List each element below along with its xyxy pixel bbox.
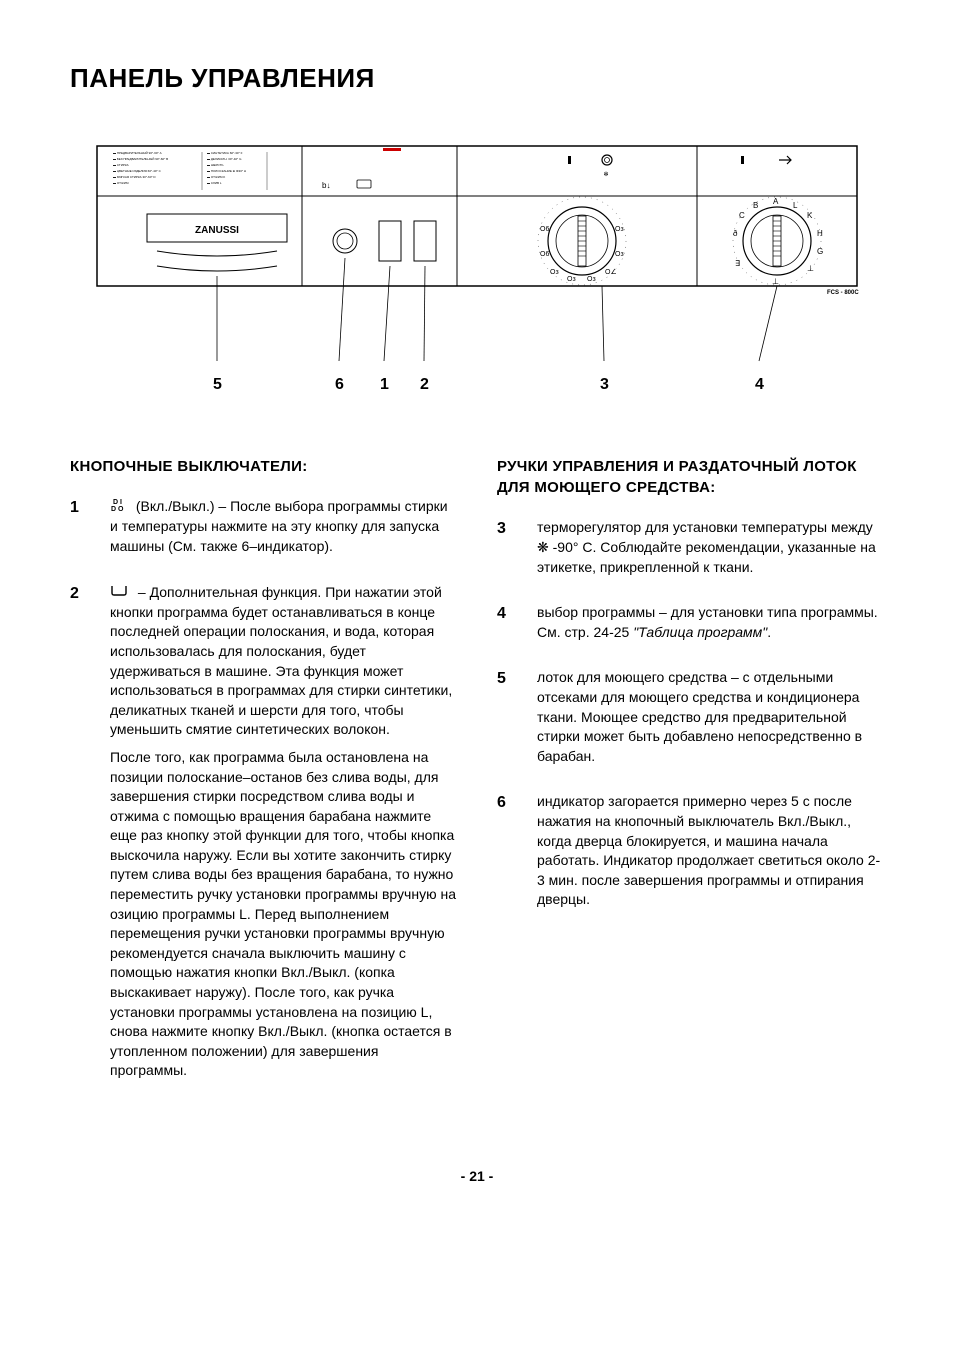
svg-text:∃: ∃ [735,259,740,268]
item-1: 1 D I D O (Вкл./Выкл.) – После выбора пр… [70,497,457,564]
callout-6: 6 [335,374,344,396]
rinse-hold-icon [110,583,128,603]
item-6: 6 индикатор загорается примерно через 5 … [497,792,884,918]
svg-text:Oз: Oз [615,251,624,258]
svg-text:O6: O6 [540,251,549,258]
svg-text:⊥: ⊥ [772,277,779,286]
item-6-text: индикатор загорается примерно через 5 с … [537,792,884,910]
svg-text:✻: ✻ [603,171,608,178]
item-3-text: терморегулятор для установки температуры… [537,518,884,577]
svg-text:Oз: Oз [550,269,559,276]
svg-text:▬ БЕЗ ПРЕДВАРИТЕЛЬНЫЙ 90°-60°: ▬ БЕЗ ПРЕДВАРИТЕЛЬНЫЙ 90°-60° B [113,157,168,161]
right-column: РУЧКИ УПРАВЛЕНИЯ И РАЗДАТОЧНЫЙ ЛОТОК ДЛЯ… [497,456,884,1107]
item-4-text: выбор программы – для установки типа про… [537,603,884,642]
item-num-4: 4 [497,603,537,650]
item-5-text: лоток для моющего средства – с отдельным… [537,668,884,766]
callout-4: 4 [755,374,764,396]
svg-text:L: L [793,201,798,210]
svg-text:▬ СЛИВ L: ▬ СЛИВ L [207,181,222,185]
right-heading: РУЧКИ УПРАВЛЕНИЯ И РАЗДАТОЧНЫЙ ЛОТОК ДЛЯ… [497,456,884,498]
svg-text:b↓: b↓ [322,181,330,190]
callout-2: 2 [420,374,429,396]
item-num-5: 5 [497,668,537,774]
svg-text:C: C [739,211,745,220]
item-num-2: 2 [70,583,110,1089]
power-icon: D I D O [110,498,126,518]
svg-text:A: A [773,197,779,206]
svg-text:D I: D I [113,499,122,506]
item-3: 3 терморегулятор для установки температу… [497,518,884,585]
page-title: ПАНЕЛЬ УПРАВЛЕНИЯ [70,60,884,96]
svg-text:H: H [817,229,823,238]
svg-text:Oз: Oз [567,276,576,283]
svg-text:Oз: Oз [587,276,596,283]
svg-text:▬ ДЕЛИКАТН. 30°-40° G: ▬ ДЕЛИКАТН. 30°-40° G [207,157,242,161]
callout-3: 3 [600,374,609,396]
svg-text:▬ ШЕРСТЬ: ▬ ШЕРСТЬ [207,163,223,167]
svg-text:D O: D O [111,506,124,512]
svg-text:O6: O6 [540,226,549,233]
left-heading: КНОПОЧНЫЕ ВЫКЛЮЧАТЕЛИ: [70,456,457,477]
svg-text:Oз: Oз [615,226,624,233]
item-num-1: 1 [70,497,110,564]
svg-text:▬ ОТЖИМ: ▬ ОТЖИМ [113,181,129,185]
svg-text:FCS - 800C: FCS - 800C [827,290,859,296]
svg-text:B: B [753,201,758,210]
svg-text:O∠: O∠ [605,268,617,276]
control-panel-diagram: ▬ ПРЕДВАРИТЕЛЬНЫЙ 90°-60° A ▬ БЕЗ ПРЕДВА… [87,136,867,396]
item-2: 2 – Дополнительная функция. При нажатии … [70,583,457,1089]
svg-text:▬ ПРЕДВАРИТЕЛЬНЫЙ 90°-60° A: ▬ ПРЕДВАРИТЕЛЬНЫЙ 90°-60° A [113,151,162,155]
svg-text:▬ МЯГКАЯ СТИРКА 30°-60° D: ▬ МЯГКАЯ СТИРКА 30°-60° D [113,175,156,179]
item-2-text-2: После того, как программа была остановле… [110,748,457,1081]
item-2-text: – Дополнительная функция. При нажатии эт… [110,584,452,738]
svg-text:▬ СТИРКА: ▬ СТИРКА [113,163,129,167]
callout-1: 1 [380,374,389,396]
callout-5: 5 [213,374,222,396]
left-column: КНОПОЧНЫЕ ВЫКЛЮЧАТЕЛИ: 1 D I D O (Вкл./В… [70,456,457,1107]
svg-text:▬ СИНТЕТИКА 60°-30° F: ▬ СИНТЕТИКА 60°-30° F [207,151,243,155]
svg-text:K: K [807,211,813,220]
svg-text:▬ ЦВЕТНЫЕ ИЗДЕЛИЯ 60°-40° C: ▬ ЦВЕТНЫЕ ИЗДЕЛИЯ 60°-40° C [113,169,162,173]
svg-text:G: G [817,247,823,256]
item-5: 5 лоток для моющего средства – с отдельн… [497,668,884,774]
svg-text:ZANUSSI: ZANUSSI [195,225,239,236]
item-num-6: 6 [497,792,537,918]
svg-text:▬ ОТЖИМ K: ▬ ОТЖИМ K [207,175,225,179]
page-number: - 21 - [70,1167,884,1187]
svg-text:⊥: ⊥ [807,264,814,273]
item-4: 4 выбор программы – для установки типа п… [497,603,884,650]
item-1-text: (Вкл./Выкл.) – После выбора программы ст… [110,498,448,554]
item-num-3: 3 [497,518,537,585]
svg-text:ð: ð [733,229,738,238]
svg-text:▬ ПОЛОСКАНИЕ ⊕ ⊗30° H: ▬ ПОЛОСКАНИЕ ⊕ ⊗30° H [207,169,246,173]
